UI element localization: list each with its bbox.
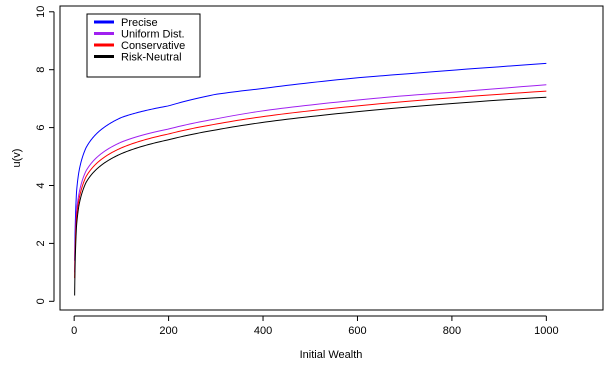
y-axis: 0 2 4 6 8 10 [35,6,55,304]
y-axis-title: u(v) [11,149,23,168]
x-tick-label: 600 [348,325,366,337]
series-line-risk-neutral [74,96,547,296]
y-tick-label: 10 [35,6,47,18]
x-tick-label: 400 [254,325,272,337]
legend-label: Risk-Neutral [121,52,182,64]
series-line-uniform-dist [74,84,547,273]
y-tick-label: 8 [35,67,47,73]
y-tick-label: 2 [35,240,47,246]
series-lines [74,62,547,296]
legend-label: Uniform Dist. [121,29,185,41]
y-tick-label: 4 [35,182,47,188]
series-line-precise [74,62,547,261]
y-tick-label: 6 [35,125,47,131]
x-tick-label: 200 [159,325,177,337]
y-tick-label: 0 [35,298,47,304]
legend-label: Conservative [121,40,185,52]
series-line-conservative [74,90,547,279]
x-axis-title: Initial Wealth [300,349,363,361]
x-tick-label: 1000 [534,325,558,337]
legend-label: Precise [121,17,158,29]
x-tick-label: 800 [443,325,461,337]
plot-frame [59,5,604,311]
x-tick-label: 0 [71,325,77,337]
x-axis: 0 200 400 600 800 1000 [71,315,559,337]
